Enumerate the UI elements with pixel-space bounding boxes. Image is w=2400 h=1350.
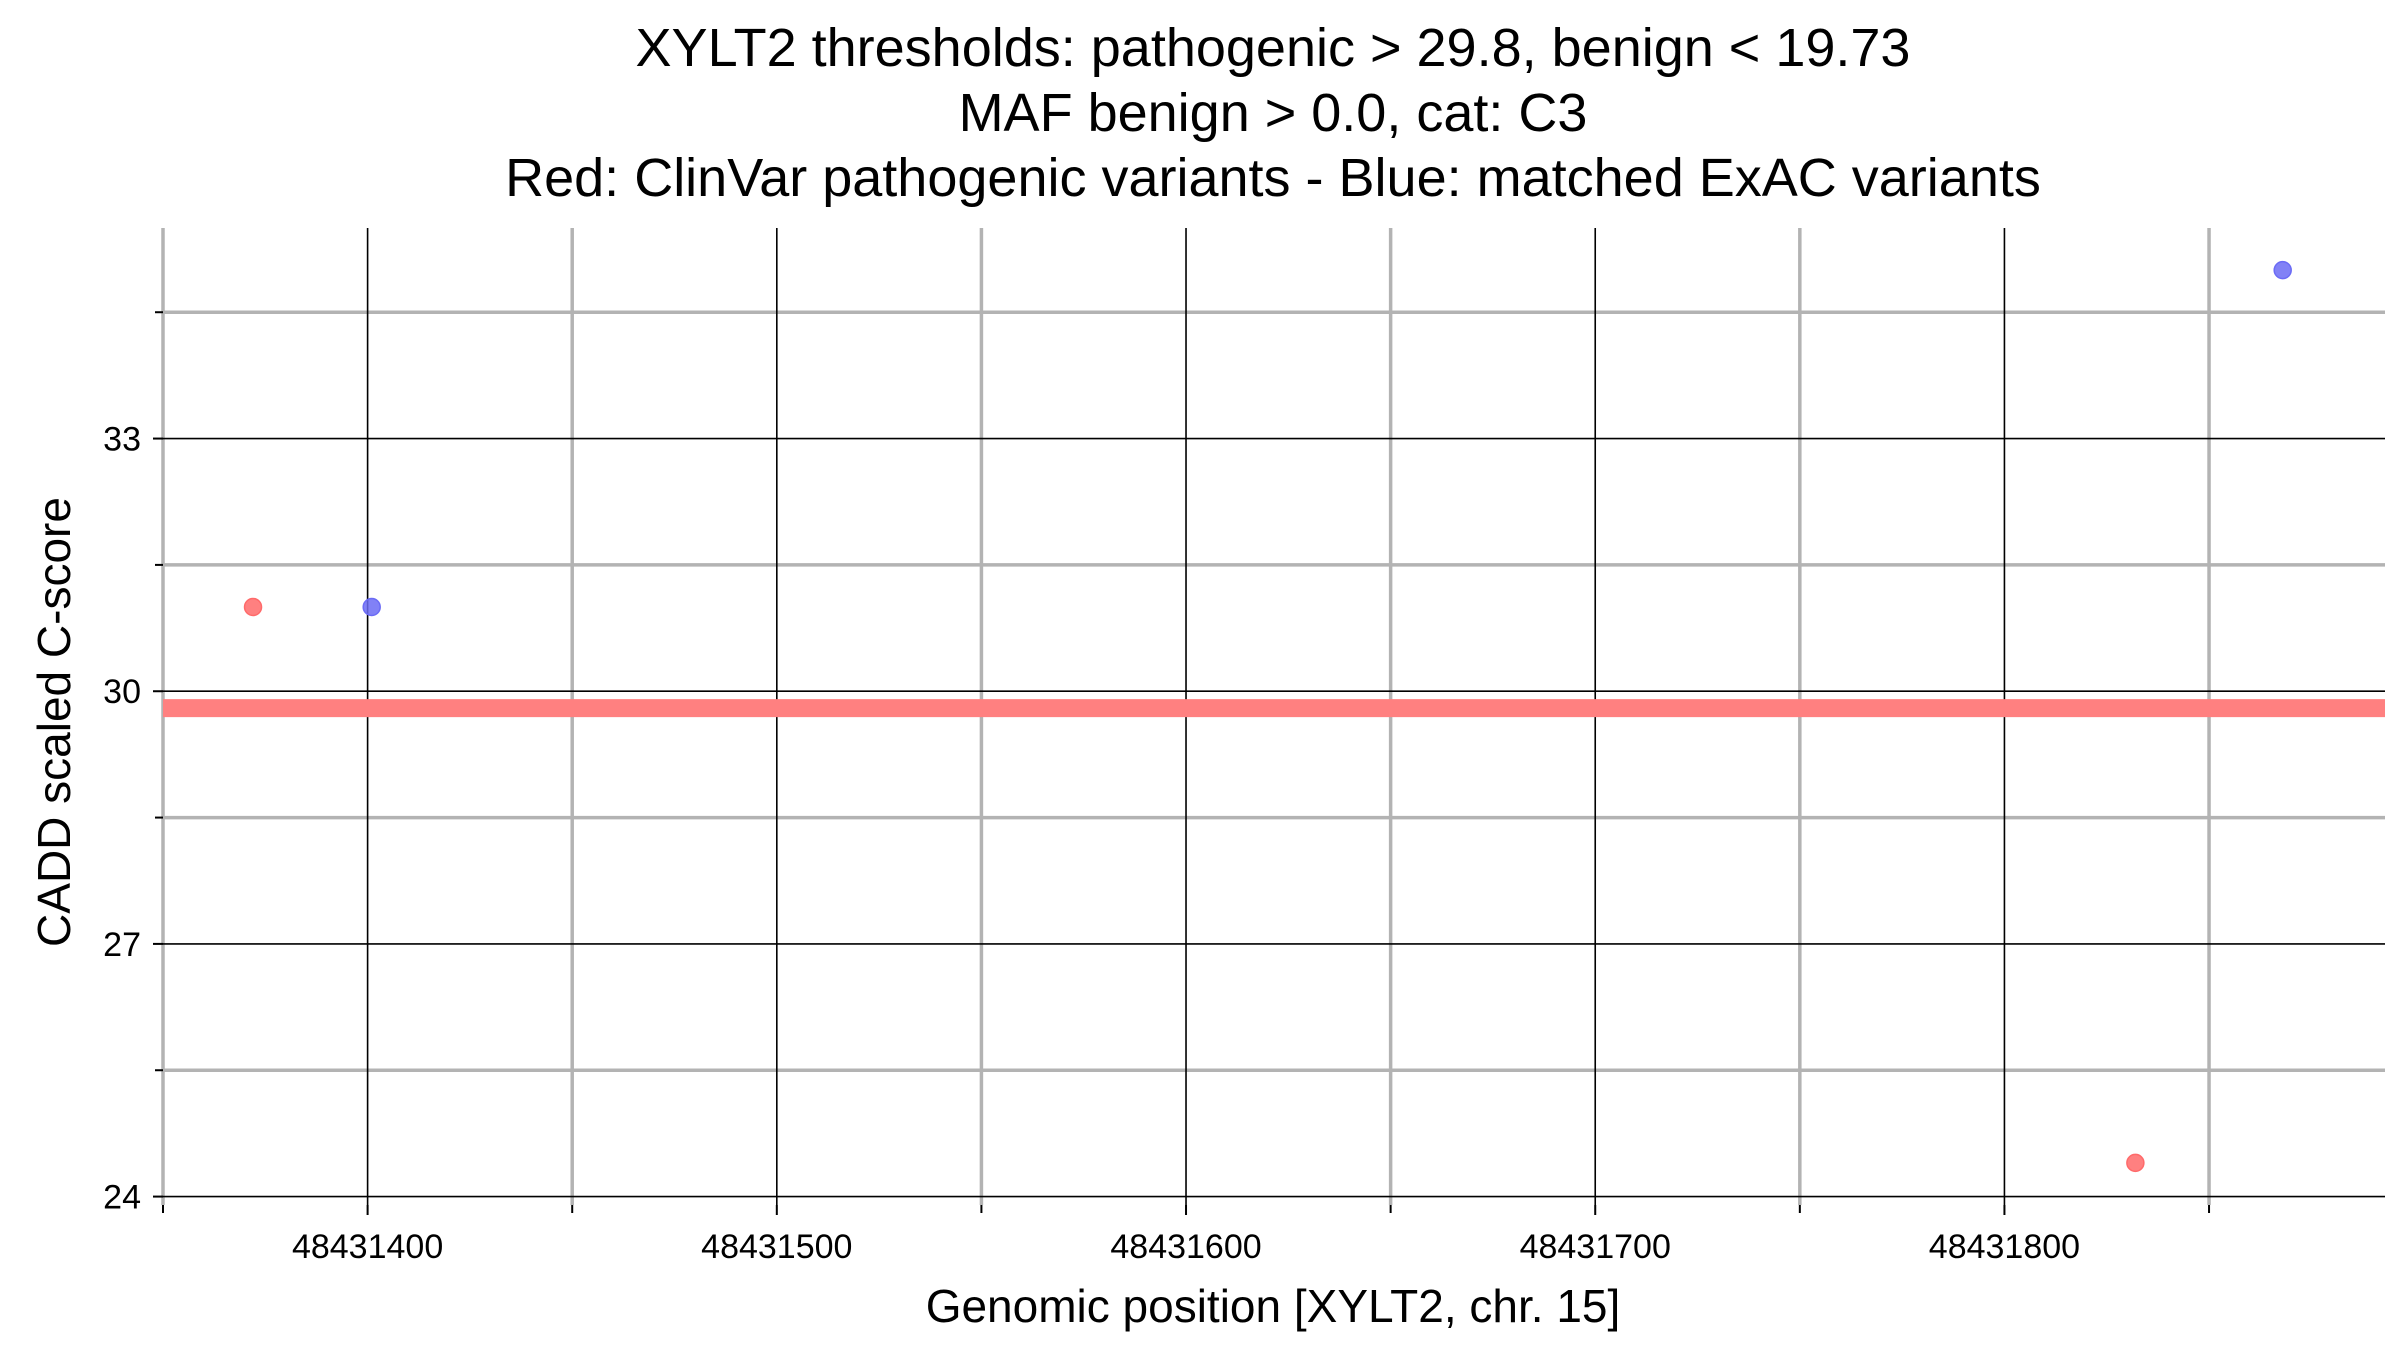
title-line-1: XYLT2 thresholds: pathogenic > 29.8, ben…: [636, 18, 1911, 78]
x-tick-label: 48431400: [292, 1228, 443, 1266]
x-axis: 48431400 48431500 48431600 48431700 48431800: [162, 1205, 2211, 1266]
x-tick-label: 48431600: [1110, 1228, 1261, 1266]
x-axis-label: Genomic position [XYLT2, chr. 15]: [926, 1280, 1621, 1332]
clinvar-pathogenic-point: [2126, 1153, 2145, 1173]
y-axis-label: CADD scaled C-score: [28, 497, 80, 947]
x-tick-label: 48431500: [701, 1228, 852, 1266]
y-tick-label: 33: [103, 421, 141, 459]
y-tick-label: 30: [103, 673, 141, 711]
x-tick-label: 48431800: [1929, 1228, 2080, 1266]
exac-variant-point: [362, 597, 381, 617]
x-tick-label: 48431700: [1520, 1228, 1671, 1266]
data-points: [243, 260, 2292, 1173]
title-line-3: Red: ClinVar pathogenic variants - Blue:…: [505, 148, 2041, 208]
y-axis: 24 27 30 33: [103, 311, 163, 1217]
title-line-2: MAF benign > 0.0, cat: C3: [959, 83, 1588, 143]
exac-variant-point: [2273, 260, 2292, 280]
chart-title: XYLT2 thresholds: pathogenic > 29.8, ben…: [505, 18, 2041, 208]
y-tick-label: 24: [103, 1179, 141, 1217]
clinvar-pathogenic-point: [243, 597, 263, 617]
y-tick-label: 27: [103, 926, 141, 964]
